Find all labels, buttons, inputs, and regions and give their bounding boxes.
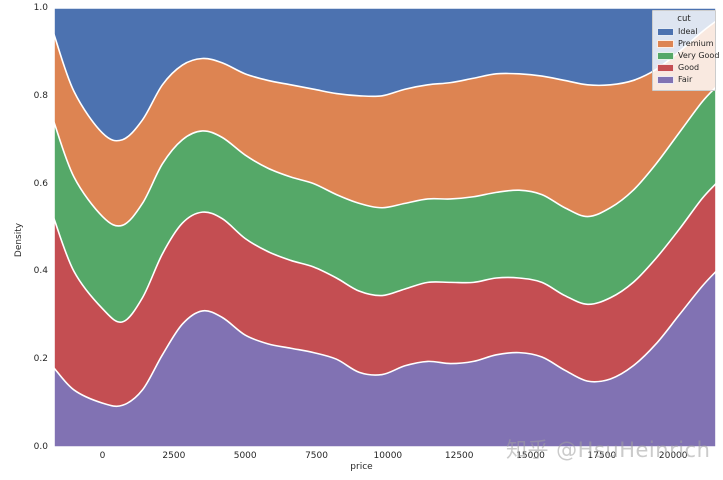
x-tick-label: 2500: [162, 451, 186, 461]
legend-item-fair[interactable]: Fair: [657, 74, 711, 85]
legend-rows: Ideal Premium Very Good Good Fair: [657, 26, 719, 85]
y-tick-label: 0.0: [33, 442, 48, 452]
stacked-density-plot: [54, 8, 716, 447]
y-tick-label: 0.4: [33, 266, 48, 277]
x-tick-label: 10000: [373, 451, 403, 461]
legend-swatch-icon: [657, 75, 674, 84]
plot-area: [54, 8, 716, 447]
legend-swatch-icon: [657, 39, 674, 48]
legend-item-label: Ideal: [678, 27, 698, 36]
y-tick-label: 1.0: [33, 3, 48, 13]
x-tick-label: 12500: [444, 451, 474, 461]
x-axis-label: price: [350, 462, 373, 472]
x-tick-label: 7500: [305, 451, 328, 461]
legend-item-label: Premium: [678, 39, 714, 48]
legend-item-label: Fair: [678, 75, 693, 84]
area-band-fair: [54, 270, 716, 447]
y-tick-label: 0.2: [33, 354, 48, 365]
y-axis-label: Density: [14, 222, 25, 258]
x-tick-label: 0: [99, 451, 106, 461]
legend-item-label: Very Good: [678, 51, 720, 60]
legend-item-very-good[interactable]: Very Good: [657, 50, 719, 61]
legend-item-ideal[interactable]: Ideal: [657, 26, 711, 37]
legend-swatch-icon: [657, 63, 674, 72]
legend-title: cut: [677, 14, 691, 24]
legend-item-good[interactable]: Good: [657, 62, 711, 73]
x-tick-label: 20000: [658, 451, 688, 461]
x-tick-label: 5000: [233, 451, 257, 461]
legend-item-label: Good: [678, 63, 700, 72]
y-tick-label: 0.6: [33, 178, 48, 189]
legend-item-premium[interactable]: Premium: [657, 38, 714, 49]
y-tick-label: 0.8: [33, 90, 48, 101]
x-tick-label: 15000: [516, 451, 545, 461]
legend[interactable]: cut Ideal Premium Very Good Good Fair: [652, 10, 719, 91]
x-tick-label: 17500: [587, 451, 617, 461]
legend-swatch-icon: [657, 51, 674, 60]
legend-swatch-icon: [657, 27, 674, 36]
